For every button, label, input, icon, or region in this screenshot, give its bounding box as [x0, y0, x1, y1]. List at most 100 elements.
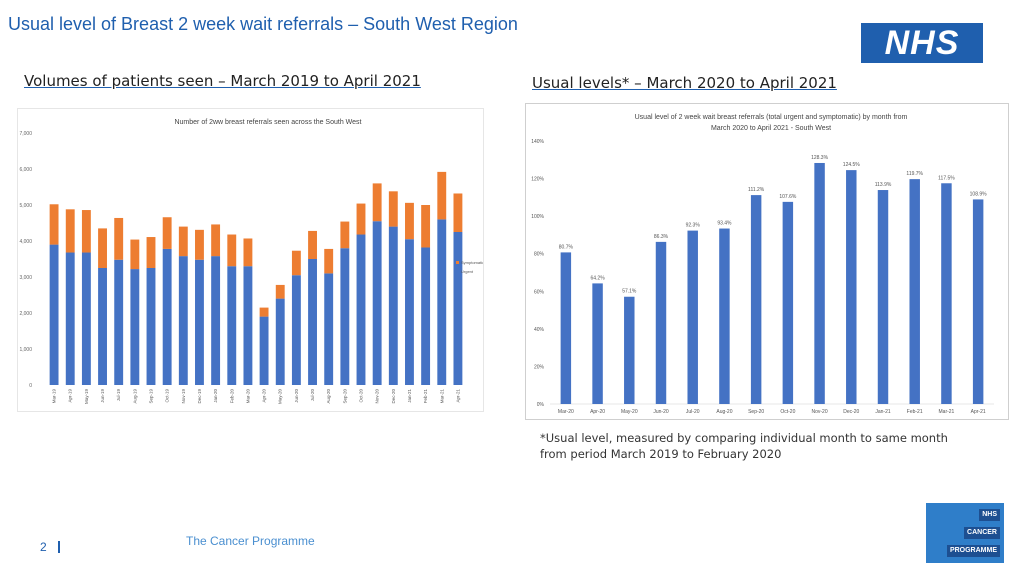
symptomatic-bar: [162, 217, 172, 249]
x-tick-label: Jan-20: [213, 389, 218, 403]
y-tick-label: 5,000: [19, 203, 32, 209]
usual-level-bar: [687, 230, 698, 404]
data-label: 86.3%: [654, 234, 669, 240]
badge-line-nhs: NHS: [979, 509, 1000, 521]
usual-level-bar: [814, 162, 825, 404]
x-tick-label: Apr-20: [262, 389, 267, 403]
y-tick-label: 4,000: [19, 239, 32, 245]
urgent-bar: [65, 252, 75, 385]
x-tick-label: Mar-20: [558, 409, 574, 415]
x-tick-label: Dec-20: [843, 409, 859, 415]
x-tick-label: Aug-20: [716, 409, 732, 415]
usual-level-bar: [719, 228, 730, 404]
x-tick-label: Sep-20: [748, 409, 764, 415]
urgent-bar: [437, 219, 447, 385]
data-label: 117.5%: [938, 175, 955, 181]
slide-title: Usual level of Breast 2 week wait referr…: [8, 14, 518, 34]
usual-level-bar: [846, 170, 857, 404]
urgent-bar: [211, 256, 221, 385]
urgent-bar: [130, 269, 140, 385]
urgent-bar: [114, 259, 124, 385]
usual-level-bar: [909, 179, 920, 404]
symptomatic-bar: [356, 203, 366, 235]
symptomatic-bar: [275, 284, 285, 299]
x-tick-label: May-20: [278, 389, 283, 405]
urgent-bar: [372, 221, 382, 385]
data-label: 124.5%: [843, 162, 861, 168]
x-tick-label: Apr-20: [590, 409, 605, 415]
urgent-bar: [421, 247, 431, 385]
y-tick-label: 80%: [534, 252, 545, 258]
legend-label-symptomatic: Symptomatic: [461, 260, 483, 265]
volumes-chart-title: Number of 2ww breast referrals seen acro…: [174, 119, 361, 126]
x-tick-label: Jan-21: [407, 389, 412, 403]
x-tick-label: Jul-20: [686, 409, 700, 415]
y-tick-label: 1,000: [19, 347, 32, 353]
usual-level-bar: [560, 252, 572, 404]
symptomatic-bar: [211, 224, 221, 257]
urgent-bar: [98, 268, 107, 385]
urgent-bar: [81, 252, 91, 385]
urgent-bar: [324, 273, 334, 385]
symptomatic-bar: [259, 307, 269, 317]
usual-level-bar: [750, 195, 762, 404]
x-tick-label: Nov-19: [181, 389, 186, 404]
volumes-chart-svg: Number of 2ww breast referrals seen acro…: [19, 119, 484, 405]
usual-level-bar: [941, 183, 952, 404]
right-section-heading: Usual levels* – March 2020 to April 2021: [532, 74, 837, 92]
urgent-bar: [453, 232, 463, 385]
legend-swatch-urgent: [456, 270, 459, 273]
symptomatic-bar: [291, 250, 301, 276]
x-tick-label: Oct-20: [359, 389, 364, 403]
usual-level-bar: [782, 201, 794, 404]
y-tick-label: 0%: [537, 402, 545, 408]
usual-level-footnote: *Usual level, measured by comparing indi…: [540, 431, 948, 461]
x-tick-label: Feb-21: [907, 409, 923, 415]
symptomatic-bar: [65, 209, 75, 253]
x-tick-label: Oct-19: [165, 389, 170, 403]
data-label: 92.3%: [686, 223, 701, 229]
data-label: 128.3%: [811, 155, 829, 161]
legend-swatch-symptomatic: [456, 261, 459, 264]
usual-level-bar: [624, 296, 635, 404]
data-label: 64.2%: [590, 275, 605, 281]
page-number: 2: [40, 540, 47, 554]
symptomatic-bar: [98, 228, 107, 268]
x-tick-label: Sep-19: [149, 389, 154, 404]
symptomatic-bar: [130, 239, 140, 270]
usual-levels-chart: Usual level of 2 week wait breast referr…: [525, 103, 1009, 420]
x-tick-label: Mar-21: [439, 389, 444, 404]
urgent-bar: [162, 248, 172, 385]
symptomatic-bar: [372, 183, 382, 222]
y-tick-label: 7,000: [19, 131, 32, 137]
usual-level-bar: [877, 190, 889, 404]
symptomatic-bar: [49, 204, 59, 245]
symptomatic-bar: [146, 237, 156, 268]
data-label: 113.9%: [875, 182, 892, 188]
usual-levels-chart-title-line2: March 2020 to April 2021 - South West: [711, 125, 831, 132]
symptomatic-bar: [437, 171, 447, 220]
x-tick-label: Nov-20: [812, 409, 828, 415]
symptomatic-bar: [453, 193, 463, 232]
data-label: 108.9%: [970, 191, 988, 197]
x-tick-label: Apr-21: [455, 389, 460, 403]
left-section-heading: Volumes of patients seen – March 2019 to…: [24, 72, 421, 90]
symptomatic-bar: [308, 230, 317, 259]
symptomatic-bar: [324, 248, 334, 274]
x-tick-label: May-20: [621, 409, 638, 415]
urgent-bar: [405, 239, 414, 385]
urgent-bar: [49, 244, 59, 385]
x-tick-label: Mar-20: [245, 389, 250, 404]
data-label: 111.2%: [748, 187, 765, 193]
volumes-chart: Number of 2ww breast referrals seen acro…: [17, 108, 484, 412]
x-tick-label: Aug-19: [132, 389, 137, 404]
usual-level-bar: [972, 199, 984, 404]
x-tick-label: Jun-19: [100, 389, 105, 403]
urgent-bar: [275, 298, 285, 385]
x-tick-label: Jun-20: [294, 389, 299, 403]
x-tick-label: Mar-21: [939, 409, 955, 415]
symptomatic-bar: [405, 202, 414, 240]
x-tick-label: Aug-20: [326, 389, 331, 404]
usual-level-bar: [592, 283, 603, 404]
footer-programme-text: The Cancer Programme: [186, 534, 315, 548]
